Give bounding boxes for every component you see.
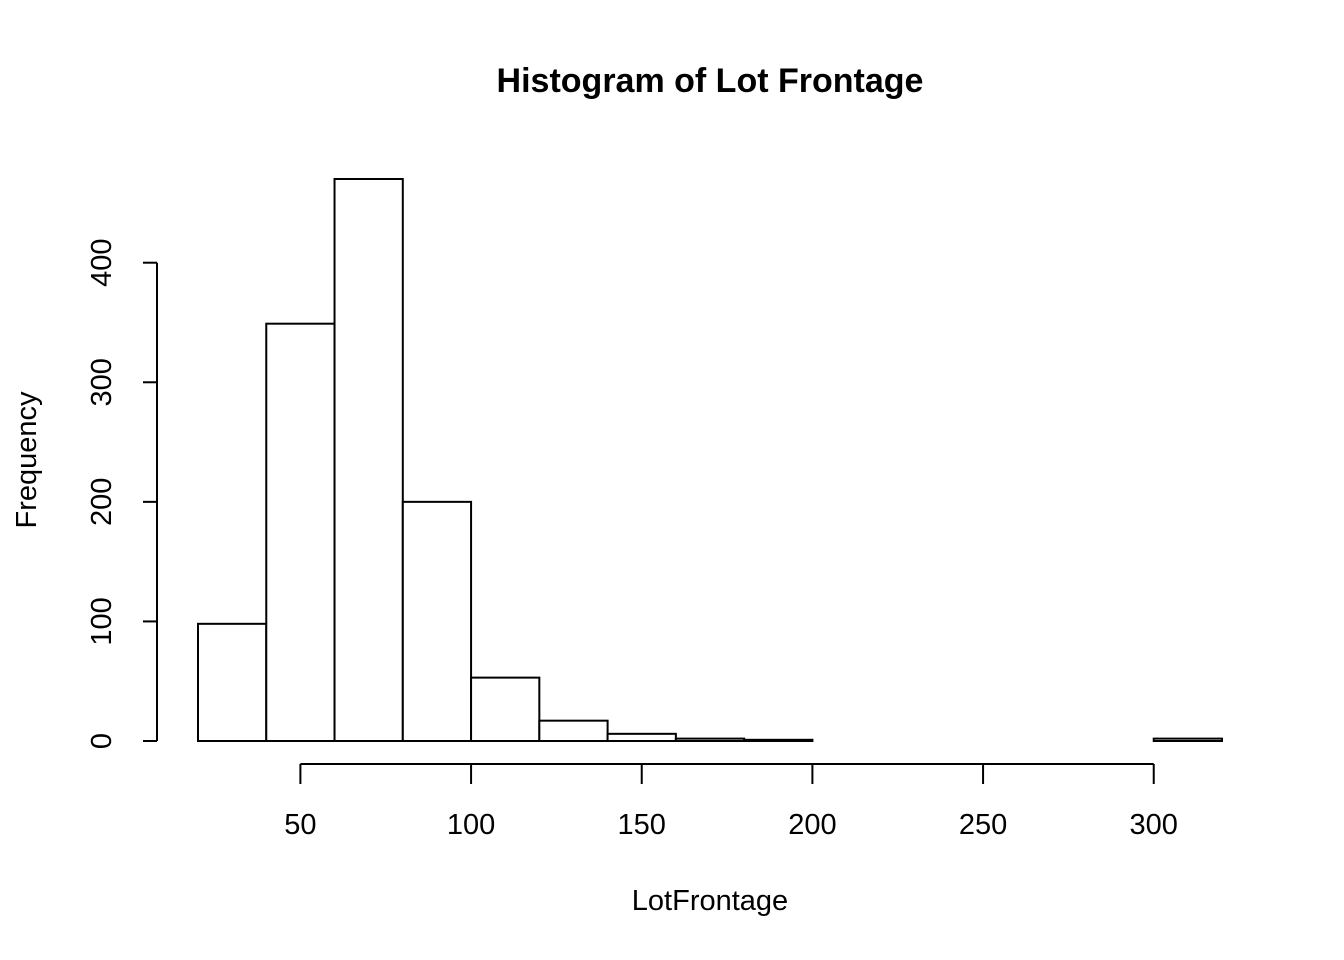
y-axis-label: Frequency [11, 391, 43, 529]
y-tick-label: 300 [86, 358, 118, 406]
histogram-bar [265, 322, 336, 742]
x-tick-label: 300 [1130, 809, 1178, 841]
y-axis: 0 100 200 300 400 [86, 239, 158, 749]
histogram-bar [743, 738, 814, 743]
x-tick-label: 250 [959, 809, 1007, 841]
y-tick-label: 100 [86, 597, 118, 645]
histogram-bar [197, 622, 268, 742]
x-tick-label: 100 [447, 809, 495, 841]
chart-title: Histogram of Lot Frontage [497, 62, 924, 100]
histogram-bar [470, 676, 541, 743]
x-axis-label: LotFrontage [632, 885, 788, 917]
x-tick-label: 50 [284, 809, 316, 841]
y-tick-label: 400 [86, 239, 118, 287]
histogram-bar [606, 732, 677, 743]
y-tick-label: 0 [86, 733, 118, 749]
y-tick-label: 200 [86, 478, 118, 526]
x-tick-label: 200 [788, 809, 836, 841]
bars-group [197, 178, 1223, 743]
histogram-bar [674, 737, 746, 743]
histogram-bar [1152, 737, 1223, 743]
x-tick-label: 150 [618, 809, 666, 841]
x-axis: 50 100 150 200 250 300 [284, 763, 1178, 841]
histogram-bar [538, 719, 609, 743]
histogram-bar [333, 178, 404, 742]
histogram-bar [401, 500, 473, 743]
